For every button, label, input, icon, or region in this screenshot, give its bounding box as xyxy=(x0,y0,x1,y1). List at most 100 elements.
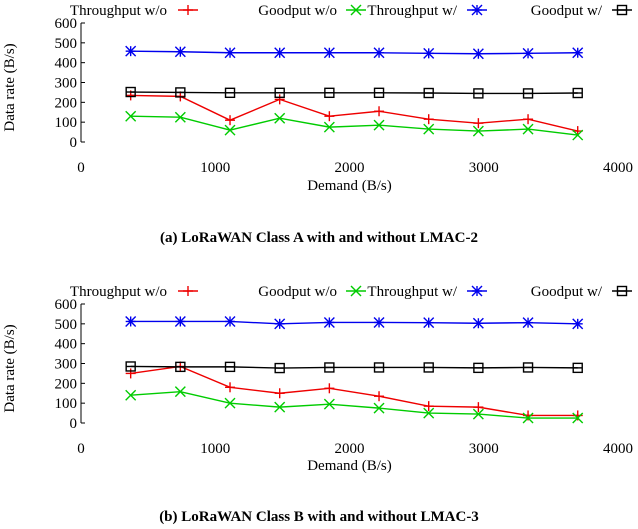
data-point xyxy=(423,87,434,99)
data-point xyxy=(572,318,584,330)
data-point xyxy=(174,111,186,123)
data-point xyxy=(373,316,385,328)
y-tick-label: 200 xyxy=(55,376,78,392)
data-point xyxy=(224,47,236,59)
data-point xyxy=(373,119,385,131)
x-axis-label: Demand (B/s) xyxy=(307,178,392,194)
data-point xyxy=(473,362,484,374)
data-point xyxy=(274,87,285,99)
data-point xyxy=(423,362,434,373)
x-tick-label: 4000 xyxy=(603,441,633,457)
data-point xyxy=(125,368,136,379)
y-tick-label: 200 xyxy=(55,95,78,111)
y-tick-label: 500 xyxy=(55,317,78,333)
data-point xyxy=(472,317,484,329)
data-point xyxy=(423,47,435,59)
data-point xyxy=(125,86,136,98)
data-point xyxy=(125,361,136,372)
data-point xyxy=(224,87,236,99)
data-point xyxy=(572,47,584,59)
data-point xyxy=(473,402,484,413)
data-point xyxy=(274,401,286,413)
legend-label: Throughput w/o xyxy=(70,284,167,300)
data-point xyxy=(572,129,584,141)
data-point xyxy=(472,125,484,137)
x-tick-label: 4000 xyxy=(603,160,633,176)
data-point xyxy=(323,47,335,59)
data-point xyxy=(125,110,137,122)
data-point xyxy=(373,87,385,99)
legend-label: Goodput w/o xyxy=(258,284,337,300)
x-tick-label: 2000 xyxy=(335,441,365,457)
y-tick-label: 0 xyxy=(70,416,78,432)
series-line xyxy=(130,50,578,55)
y-tick-label: 400 xyxy=(55,337,78,353)
legend-label: Throughput w/o xyxy=(70,3,167,19)
data-point xyxy=(174,315,186,327)
data-point xyxy=(323,316,335,328)
data-point xyxy=(572,87,583,99)
y-tick-label: 100 xyxy=(55,396,78,412)
data-point xyxy=(224,124,236,136)
y-tick-label: 600 xyxy=(55,16,78,32)
series-line xyxy=(130,390,578,419)
chart-panel-a: 0 100 200 300 400 500 600 0 1000 2000 3000 4000 Dema… xyxy=(2,3,633,194)
data-point xyxy=(324,111,335,122)
y-axis-label: Data rate (B/s) xyxy=(2,324,18,412)
data-point xyxy=(225,115,236,126)
legend-marker xyxy=(471,285,483,297)
y-axis-label: Data rate (B/s) xyxy=(2,43,18,131)
data-point xyxy=(373,47,385,59)
y-tick-label: 100 xyxy=(55,115,78,131)
data-point xyxy=(225,382,236,393)
x-tick-label: 3000 xyxy=(469,441,499,457)
caption-a: (a) LoRaWAN Class A with and without LMA… xyxy=(160,230,478,246)
legend-marker xyxy=(471,4,483,16)
legend-marker xyxy=(616,4,628,16)
data-point xyxy=(522,88,534,99)
legend-label: Goodput w/ xyxy=(531,3,603,19)
data-point xyxy=(423,317,435,329)
data-point xyxy=(522,123,534,135)
data-point xyxy=(274,47,286,59)
series-line xyxy=(130,320,578,325)
legend-marker xyxy=(350,4,362,16)
data-point xyxy=(323,121,335,133)
legend-label: Throughput w/ xyxy=(367,284,457,300)
data-point xyxy=(175,361,186,373)
series-line xyxy=(130,365,578,369)
data-point xyxy=(473,118,484,129)
data-point xyxy=(572,412,584,424)
data-point xyxy=(125,315,137,327)
data-point xyxy=(423,401,434,412)
legend-marker xyxy=(616,285,628,297)
data-point xyxy=(125,389,137,401)
legend-label: Goodput w/ xyxy=(531,284,603,300)
x-axis-label: Demand (B/s) xyxy=(307,458,392,474)
y-tick-label: 0 xyxy=(70,135,78,151)
data-point xyxy=(224,315,236,327)
data-point xyxy=(423,123,435,135)
y-tick-label: 500 xyxy=(55,36,78,52)
data-point xyxy=(224,397,236,409)
data-point xyxy=(522,362,534,373)
x-tick-label: 0 xyxy=(77,441,85,457)
x-tick-label: 1000 xyxy=(200,160,230,176)
legend-label: Throughput w/ xyxy=(367,3,457,19)
data-point xyxy=(125,45,137,57)
data-point xyxy=(324,87,335,99)
data-point xyxy=(423,407,435,419)
x-tick-label: 0 xyxy=(77,160,85,176)
y-tick-label: 300 xyxy=(55,76,78,92)
data-point xyxy=(423,114,434,125)
data-point xyxy=(373,402,385,414)
data-point xyxy=(323,398,335,410)
legend-label: Goodput w/o xyxy=(258,3,337,19)
data-point xyxy=(472,408,484,420)
series-line xyxy=(130,94,578,132)
data-point xyxy=(274,112,286,124)
data-point xyxy=(174,386,186,398)
data-point xyxy=(472,48,484,60)
data-point xyxy=(175,87,186,98)
y-tick-label: 300 xyxy=(55,357,78,373)
